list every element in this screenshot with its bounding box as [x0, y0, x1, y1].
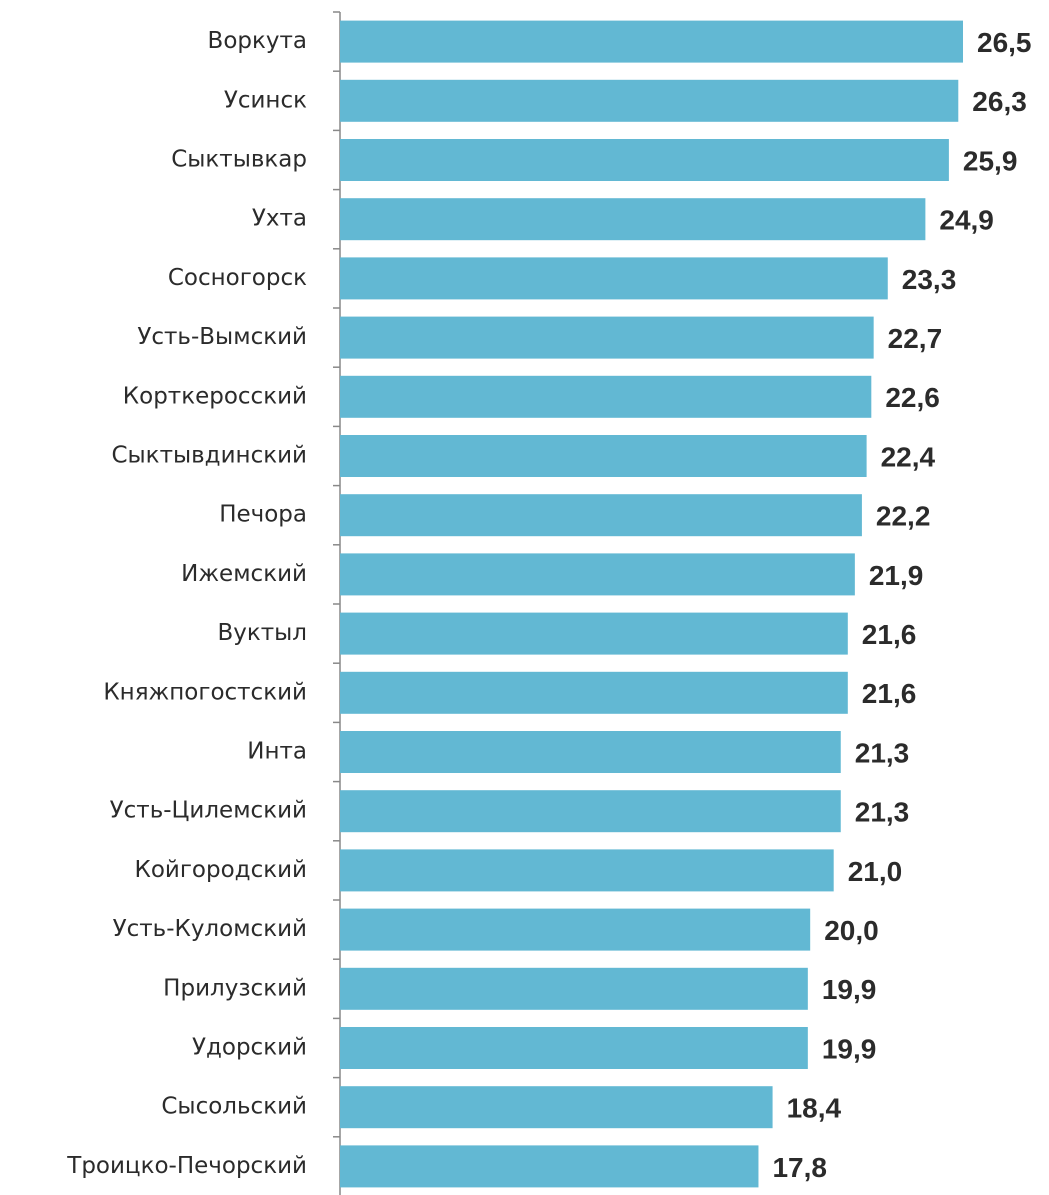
bar — [340, 908, 811, 951]
category-label: Сысольский — [161, 1094, 307, 1120]
value-label: 21,3 — [855, 737, 910, 768]
bar — [340, 494, 862, 537]
category-label: Удорский — [192, 1035, 307, 1061]
bar — [340, 1145, 759, 1188]
value-label: 26,3 — [972, 86, 1027, 117]
bar — [340, 257, 888, 300]
category-label: Корткеросский — [123, 383, 307, 409]
value-label: 22,6 — [885, 382, 940, 413]
bar — [340, 139, 949, 181]
value-label: 24,9 — [939, 205, 994, 236]
value-label: 21,9 — [869, 560, 924, 591]
bar — [340, 671, 848, 714]
value-label: 17,8 — [772, 1152, 827, 1183]
value-label: 22,2 — [876, 501, 931, 532]
category-label: Усть-Цилемский — [110, 798, 307, 824]
bar — [340, 967, 808, 1010]
bar — [340, 1086, 773, 1129]
category-label: Сыктывдинский — [111, 443, 307, 469]
category-label: Вуктыл — [217, 620, 307, 646]
value-label: 22,7 — [888, 323, 943, 354]
bar — [340, 790, 841, 833]
category-label: Усть-Вымский — [137, 324, 307, 350]
bar — [340, 375, 872, 418]
bar — [340, 1027, 808, 1069]
value-label: 21,6 — [862, 678, 917, 709]
bar — [340, 316, 874, 359]
category-label: Ухта — [252, 206, 307, 232]
bar — [340, 20, 963, 63]
category-label: Усинск — [224, 87, 307, 113]
category-label: Койгородский — [134, 857, 307, 883]
bar — [340, 731, 841, 773]
bar — [340, 553, 855, 596]
value-label: 18,4 — [787, 1093, 842, 1124]
category-label: Печора — [219, 502, 307, 528]
category-label: Воркута — [208, 28, 307, 54]
value-label: 25,9 — [963, 145, 1018, 176]
value-label: 20,0 — [824, 915, 879, 946]
category-label: Сосногорск — [168, 265, 307, 291]
value-label: 19,9 — [822, 974, 877, 1005]
category-label: Ижемский — [181, 561, 307, 587]
category-label: Троицко-Печорский — [66, 1153, 307, 1179]
bar — [340, 79, 959, 122]
bar — [340, 198, 926, 241]
category-label: Сыктывкар — [171, 147, 307, 173]
value-label: 21,6 — [862, 619, 917, 650]
value-label: 21,3 — [855, 797, 910, 828]
category-label: Княжпогостский — [103, 679, 307, 705]
category-label: Прилузский — [163, 975, 307, 1001]
category-label: Усть-Куломский — [113, 916, 307, 942]
bar — [340, 612, 848, 655]
value-label: 22,4 — [881, 441, 936, 472]
bar — [340, 435, 867, 477]
bar — [340, 849, 834, 892]
value-label: 23,3 — [902, 264, 957, 295]
value-label: 21,0 — [848, 856, 903, 887]
value-label: 26,5 — [977, 27, 1032, 58]
value-label: 19,9 — [822, 1033, 877, 1064]
category-label: Инта — [247, 739, 307, 765]
